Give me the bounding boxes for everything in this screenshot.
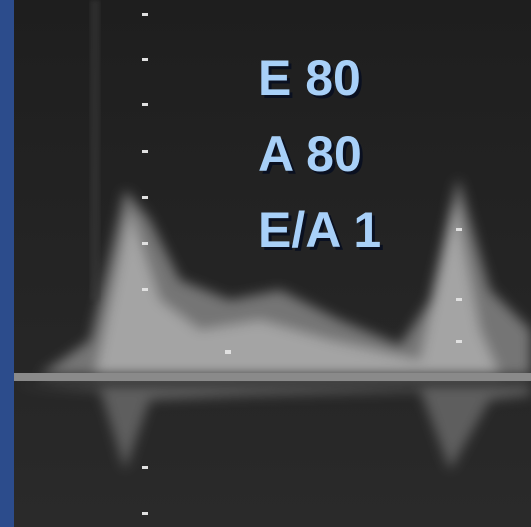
page: {"labels": ["E 80", "A 80", "E/A 1"]} E … [0, 0, 531, 527]
e-velocity: E 80 [258, 50, 361, 106]
doppler-image: E 80 E 80 A 80 A 80 E/A 1 E/A 1 [0, 0, 531, 527]
baseline [14, 373, 531, 381]
streak [90, 0, 100, 300]
e-a-ratio: E/A 1 [258, 202, 381, 258]
a-velocity: A 80 [258, 126, 362, 182]
